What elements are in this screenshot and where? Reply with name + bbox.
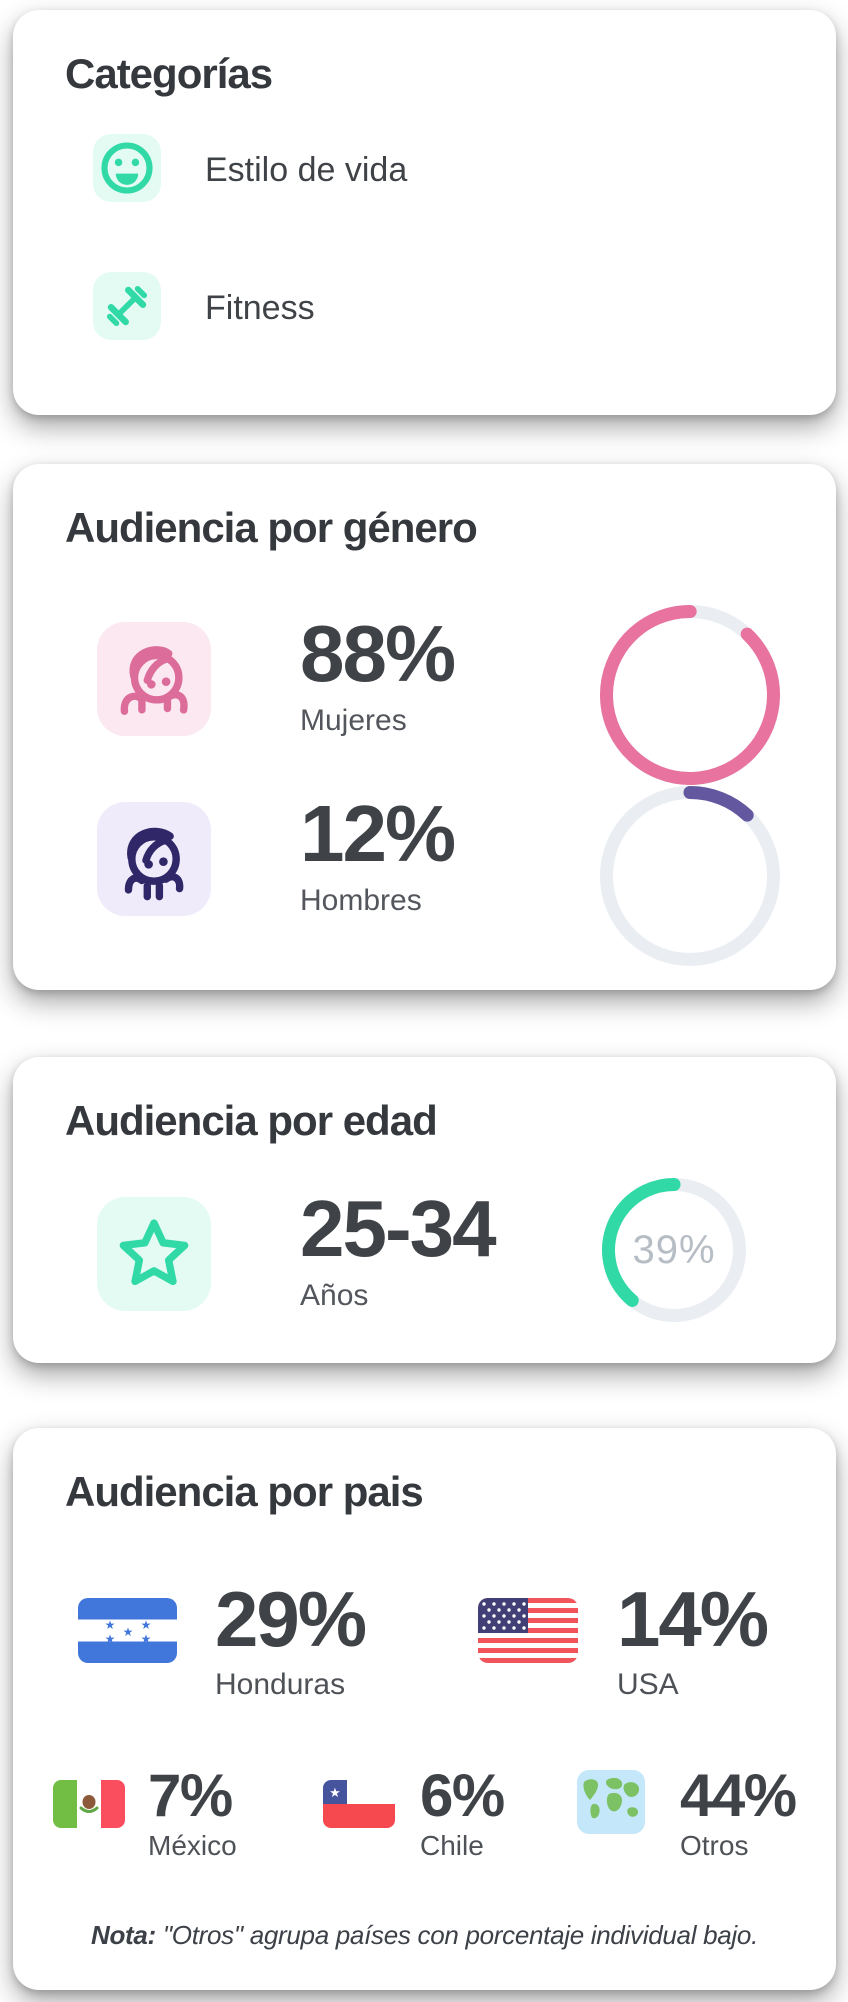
otros-percent-value: 44% xyxy=(680,1762,797,1829)
country-note: Nota: "Otros" agrupa países con porcenta… xyxy=(13,1920,836,1951)
otros-label: Otros xyxy=(680,1830,749,1861)
category-label-lifestyle: Estilo de vida xyxy=(205,151,408,189)
female-label: Mujeres xyxy=(300,704,407,737)
age-ring-chart: 39% xyxy=(602,1178,746,1322)
man-icon xyxy=(124,827,184,901)
usa-flag-icon xyxy=(478,1598,578,1663)
female-ring-chart xyxy=(600,605,780,785)
male-ring-chart xyxy=(600,786,780,966)
svg-text:★: ★ xyxy=(105,1632,116,1646)
svg-text:★: ★ xyxy=(105,1618,116,1632)
female-ring-arc xyxy=(600,605,780,785)
chile-flag-icon: ★ xyxy=(323,1780,395,1828)
gender-card: Audiencia por género 88% Mujeres xyxy=(13,464,836,990)
age-label: Años xyxy=(300,1279,369,1312)
country-note-prefix: Nota: xyxy=(90,1920,156,1950)
fitness-tile xyxy=(93,272,161,340)
age-title: Audiencia por edad xyxy=(65,1097,438,1144)
mexico-flag-icon xyxy=(53,1780,125,1828)
dumbbell-icon xyxy=(106,285,148,327)
svg-text:★: ★ xyxy=(141,1618,152,1632)
country-note-text: "Otros" agrupa países con porcentaje ind… xyxy=(155,1920,758,1950)
male-label: Hombres xyxy=(300,884,422,917)
usa-label: USA xyxy=(617,1668,679,1701)
age-card: Audiencia por edad 25-34 Años 39% xyxy=(13,1057,836,1363)
honduras-label: Honduras xyxy=(215,1668,346,1701)
mexico-percent-value: 7% xyxy=(148,1762,233,1829)
chile-percent-value: 6% xyxy=(420,1762,505,1829)
age-range-value: 25-34 xyxy=(300,1184,497,1273)
categories-title: Categorías xyxy=(65,50,273,97)
male-percent-value: 12% xyxy=(300,789,456,878)
usa-percent-value: 14% xyxy=(617,1575,769,1663)
woman-icon xyxy=(120,646,188,715)
country-title: Audiencia por pais xyxy=(65,1468,424,1515)
age-ring-arc xyxy=(602,1178,746,1322)
category-label-fitness: Fitness xyxy=(205,289,315,327)
female-percent-value: 88% xyxy=(300,609,456,698)
gender-title: Audiencia por género xyxy=(65,504,478,551)
svg-text:★: ★ xyxy=(141,1632,152,1646)
honduras-percent-value: 29% xyxy=(215,1575,367,1663)
male-tile xyxy=(97,802,211,916)
svg-text:★: ★ xyxy=(123,1625,134,1639)
chile-label: Chile xyxy=(420,1830,484,1861)
lifestyle-tile xyxy=(93,134,161,202)
svg-text:★: ★ xyxy=(329,1786,341,1801)
male-ring-arc xyxy=(600,786,780,966)
star-icon xyxy=(119,1219,189,1286)
female-tile xyxy=(97,622,211,736)
world-map-icon xyxy=(577,1770,645,1834)
age-tile xyxy=(97,1197,211,1311)
honduras-flag-icon: ★ ★ ★ ★ ★ xyxy=(78,1598,177,1663)
smiley-icon xyxy=(101,142,153,194)
country-card: Audiencia por pais ★ ★ ★ ★ ★ 29% Honduras xyxy=(13,1428,836,1990)
age-ring-percent-text: 39% xyxy=(632,1227,716,1272)
categories-card: Categorías Estilo de vida Fitness xyxy=(13,10,836,415)
mexico-label: México xyxy=(148,1830,237,1861)
